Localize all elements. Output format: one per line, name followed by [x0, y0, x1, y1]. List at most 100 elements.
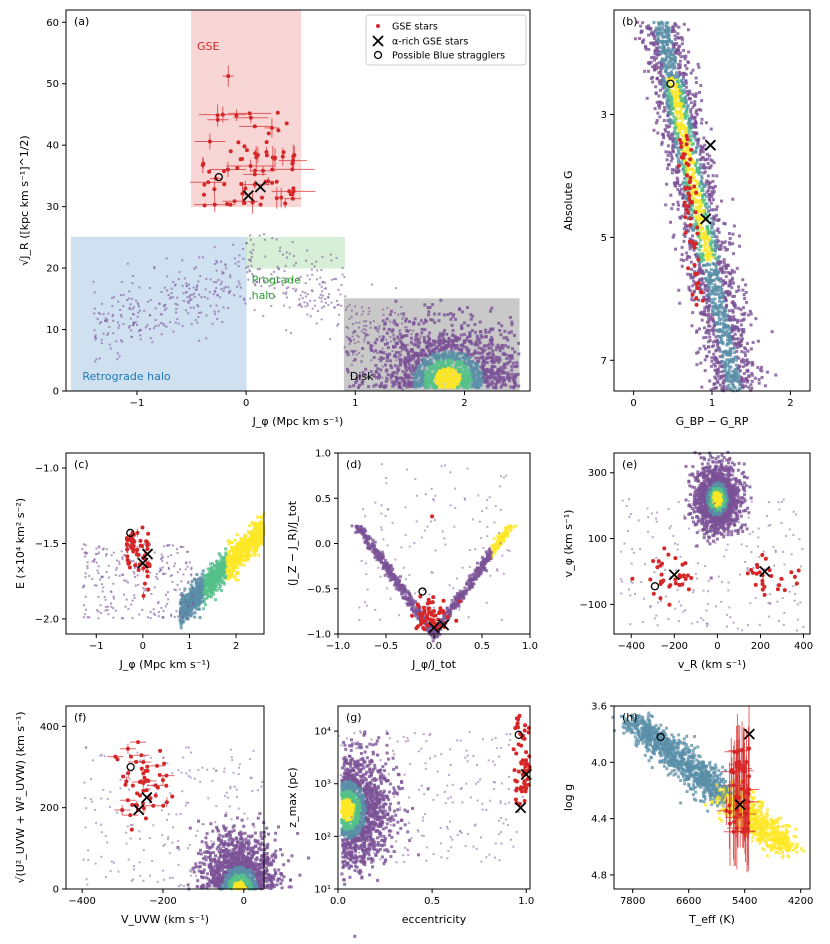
density-cell	[514, 364, 518, 368]
density-cell	[347, 337, 351, 341]
density-cell	[451, 342, 455, 346]
density-cell	[438, 371, 442, 375]
density-cell	[491, 370, 495, 374]
density-cell	[659, 73, 663, 77]
density-cell	[395, 323, 399, 327]
density-cell	[688, 247, 692, 251]
density-cell	[457, 361, 461, 365]
density-cell	[132, 313, 135, 316]
density-cell	[454, 363, 458, 367]
density-cell	[690, 191, 694, 195]
density-cell	[249, 297, 252, 300]
density-cell	[714, 349, 718, 353]
density-cell	[719, 247, 723, 251]
density-cell	[694, 111, 698, 115]
density-cell	[731, 308, 735, 312]
density-cell	[732, 385, 736, 389]
density-cell	[691, 151, 695, 155]
gse-star-point	[225, 201, 230, 206]
density-cell	[718, 335, 722, 339]
density-cell	[408, 369, 412, 373]
density-cell	[185, 282, 188, 285]
density-cell	[369, 370, 373, 374]
density-cell	[412, 351, 416, 355]
density-cell	[490, 341, 494, 345]
density-cell	[716, 256, 720, 260]
density-cell	[655, 62, 659, 66]
density-cell	[688, 243, 692, 247]
density-cell	[675, 153, 679, 157]
density-cell	[481, 364, 485, 368]
density-cell	[490, 383, 494, 387]
density-cell	[494, 385, 498, 389]
density-cell	[708, 335, 712, 339]
density-cell	[720, 300, 724, 304]
density-cell	[470, 342, 474, 346]
density-cell	[460, 324, 464, 328]
density-cell	[661, 49, 665, 53]
density-cell	[657, 94, 661, 98]
density-cell	[669, 92, 673, 96]
density-cell	[660, 142, 664, 146]
density-cell	[710, 313, 714, 317]
density-cell	[455, 343, 459, 347]
density-cell	[703, 193, 707, 197]
density-cell	[730, 326, 734, 330]
density-cell	[272, 270, 275, 273]
density-cell	[439, 341, 443, 345]
density-cell	[370, 359, 373, 362]
density-cell	[486, 385, 490, 389]
density-cell	[135, 299, 138, 302]
legend-frame	[365, 14, 527, 66]
density-cell	[680, 182, 684, 186]
density-cell	[463, 352, 467, 356]
density-cell	[440, 385, 444, 389]
density-cell	[691, 284, 695, 288]
density-cell	[707, 238, 711, 242]
density-cell	[691, 149, 695, 153]
density-cell	[495, 377, 499, 381]
density-cell	[741, 278, 745, 282]
density-cell	[689, 276, 693, 280]
density-cell	[321, 281, 324, 284]
density-cell	[138, 330, 141, 333]
density-cell	[450, 347, 454, 351]
gse-star-point	[274, 179, 279, 184]
density-cell	[760, 375, 764, 379]
density-cell	[425, 354, 429, 358]
density-cell	[344, 295, 347, 298]
density-cell	[651, 80, 655, 84]
density-cell	[689, 207, 693, 211]
density-cell	[323, 305, 326, 308]
density-cell	[730, 301, 734, 305]
density-cell	[650, 56, 654, 60]
density-cell	[733, 306, 737, 310]
density-cell	[442, 341, 446, 345]
density-cell	[444, 340, 448, 344]
density-cell	[270, 304, 273, 307]
density-cell	[375, 329, 378, 332]
density-cell	[719, 375, 723, 379]
density-cell	[463, 377, 467, 381]
density-cell	[737, 288, 741, 292]
density-cell	[720, 266, 724, 270]
density-cell	[477, 339, 481, 343]
density-cell	[512, 361, 516, 365]
density-cell	[694, 205, 698, 209]
density-cell	[674, 98, 678, 102]
density-cell	[714, 368, 718, 372]
gse-star-point	[236, 140, 241, 145]
density-cell	[717, 218, 721, 222]
density-cell	[149, 337, 152, 340]
density-cell	[258, 267, 261, 270]
density-cell	[253, 551, 257, 555]
density-cell	[687, 178, 691, 182]
density-cell	[707, 205, 711, 209]
density-cell	[183, 587, 187, 591]
density-cell	[364, 367, 368, 371]
density-cell	[708, 339, 712, 343]
density-cell	[682, 88, 686, 92]
density-cell	[653, 107, 657, 111]
density-cell	[116, 358, 119, 361]
density-cell	[176, 296, 179, 299]
